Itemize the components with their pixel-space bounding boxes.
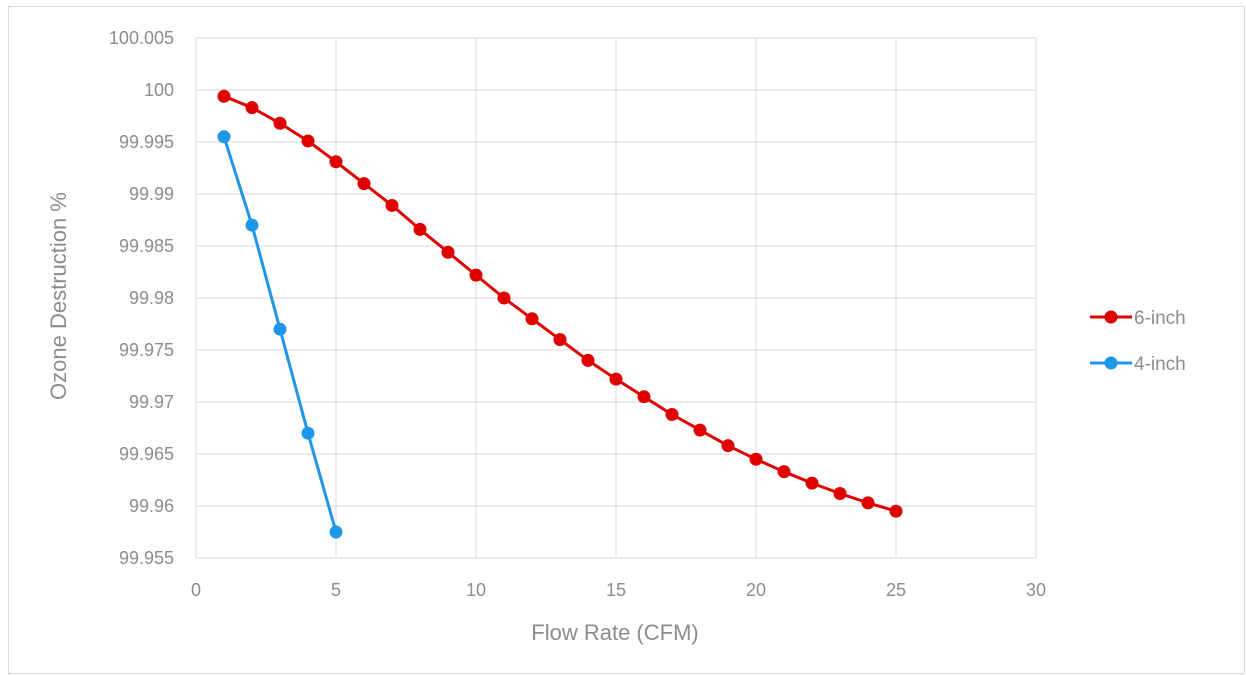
legend-label: 4-inch	[1134, 354, 1186, 375]
y-tick-label: 99.995	[119, 132, 174, 152]
x-axis-ticks: 0 5 10 15 20 25 30	[191, 580, 1046, 600]
legend-item: 4-inch	[1090, 354, 1186, 375]
data-point	[805, 476, 819, 490]
x-tick-label: 20	[746, 580, 766, 600]
y-tick-label: 99.97	[129, 392, 174, 412]
series-6-inch	[217, 89, 903, 518]
data-point	[525, 312, 539, 326]
data-point	[861, 496, 875, 510]
legend-label: 6-inch	[1134, 308, 1186, 329]
series-line	[223, 94, 897, 513]
data-point	[497, 291, 511, 305]
data-point	[833, 487, 847, 501]
y-axis-ticks: 99.955 99.96 99.965 99.97 99.975 99.98 99.985 9…	[109, 28, 174, 568]
y-tick-label: 99.955	[119, 548, 174, 568]
data-point	[413, 222, 427, 236]
x-tick-label: 30	[1026, 580, 1046, 600]
data-point	[357, 177, 371, 191]
y-tick-label: 99.99	[129, 184, 174, 204]
data-point	[217, 89, 231, 103]
x-tick-label: 25	[886, 580, 906, 600]
data-point	[777, 465, 791, 479]
y-axis-title: Ozone Destruction %	[46, 192, 71, 400]
x-axis-title: Flow Rate (CFM)	[531, 620, 698, 645]
data-point	[245, 218, 259, 232]
x-tick-label: 15	[606, 580, 626, 600]
data-point	[637, 390, 651, 404]
gridlines	[195, 37, 1037, 559]
data-point	[749, 452, 763, 466]
data-point	[889, 504, 903, 518]
x-tick-label: 5	[331, 580, 341, 600]
legend: 6-inch 4-inch	[1090, 308, 1186, 375]
series-4-inch	[217, 130, 343, 539]
data-point	[273, 116, 287, 130]
data-point	[469, 268, 483, 282]
data-point	[217, 130, 231, 144]
y-tick-label: 99.965	[119, 444, 174, 464]
y-tick-label: 99.98	[129, 288, 174, 308]
data-point	[609, 372, 623, 386]
data-point	[245, 101, 259, 115]
legend-marker	[1104, 356, 1118, 370]
data-point	[273, 322, 287, 336]
legend-marker	[1104, 310, 1118, 324]
data-point	[329, 525, 343, 539]
data-point	[553, 333, 567, 347]
data-point	[385, 198, 399, 212]
y-tick-label: 100	[144, 80, 174, 100]
legend-item: 6-inch	[1090, 308, 1186, 329]
data-point	[693, 423, 707, 437]
data-point	[721, 439, 735, 453]
y-tick-label: 99.96	[129, 496, 174, 516]
data-point	[441, 245, 455, 259]
data-point	[301, 426, 315, 440]
data-point	[301, 134, 315, 148]
chart-frame	[8, 6, 1245, 674]
data-point	[581, 353, 595, 367]
y-tick-label: 100.005	[109, 28, 174, 48]
x-tick-label: 10	[466, 580, 486, 600]
data-point	[329, 155, 343, 169]
y-tick-label: 99.985	[119, 236, 174, 256]
series-group	[217, 89, 903, 539]
y-tick-label: 99.975	[119, 340, 174, 360]
data-point	[665, 407, 679, 421]
x-tick-label: 0	[191, 580, 201, 600]
